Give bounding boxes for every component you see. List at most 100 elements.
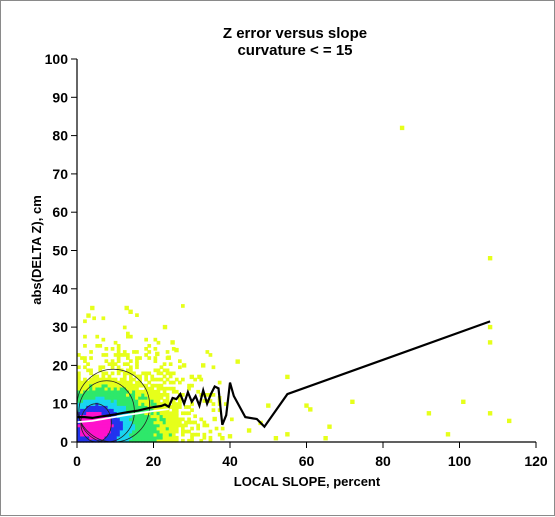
density-cell bbox=[113, 429, 118, 434]
density-cell bbox=[126, 393, 130, 397]
density-cell bbox=[104, 389, 109, 394]
density-cell bbox=[116, 393, 121, 397]
x-tick-label: 60 bbox=[299, 453, 315, 469]
density-cell bbox=[126, 432, 130, 437]
density-cell bbox=[95, 429, 100, 434]
density-cell bbox=[122, 396, 127, 400]
density-cell bbox=[129, 396, 133, 400]
density-cell bbox=[141, 399, 145, 403]
density-cell bbox=[150, 408, 155, 412]
density-cell bbox=[80, 399, 84, 403]
density-cell bbox=[217, 380, 222, 385]
density-cell bbox=[202, 435, 207, 440]
density-cell bbox=[156, 393, 161, 397]
density-cell bbox=[80, 405, 84, 409]
density-cell bbox=[101, 399, 106, 403]
density-cell bbox=[178, 420, 182, 425]
density-cell bbox=[165, 426, 170, 431]
density-cell bbox=[187, 438, 191, 443]
density-cell bbox=[162, 399, 167, 403]
density-cell bbox=[98, 399, 103, 403]
density-cell bbox=[80, 411, 84, 416]
outlier-point bbox=[304, 403, 309, 408]
density-cell bbox=[110, 396, 115, 400]
y-tick-label: 20 bbox=[52, 357, 68, 373]
density-cell bbox=[95, 334, 100, 339]
density-cell bbox=[205, 393, 210, 397]
density-cell bbox=[110, 380, 115, 385]
density-cell bbox=[107, 386, 112, 391]
density-cell bbox=[129, 393, 133, 397]
density-cell bbox=[156, 389, 161, 394]
density-cell bbox=[171, 402, 176, 406]
density-cell bbox=[95, 377, 100, 382]
density-cell bbox=[144, 420, 148, 425]
density-cell bbox=[150, 420, 155, 425]
density-cell bbox=[156, 417, 161, 422]
density-cell bbox=[116, 347, 121, 351]
density-cell bbox=[83, 429, 87, 434]
density-cell bbox=[129, 429, 133, 434]
density-cell bbox=[119, 423, 124, 428]
density-cell bbox=[83, 359, 87, 363]
density-cell bbox=[190, 435, 194, 440]
density-cell bbox=[116, 420, 121, 425]
density-cell bbox=[126, 380, 130, 385]
outlier-point bbox=[197, 374, 202, 380]
density-cell bbox=[119, 402, 124, 406]
density-cell bbox=[217, 408, 222, 412]
density-cell bbox=[147, 420, 152, 425]
density-cell bbox=[150, 374, 155, 379]
density-cell bbox=[98, 389, 103, 394]
density-cell bbox=[159, 432, 164, 437]
density-cell bbox=[116, 405, 121, 409]
density-cell bbox=[122, 380, 127, 385]
density-cell bbox=[83, 377, 87, 382]
density-cell bbox=[144, 371, 148, 376]
outlier-point bbox=[426, 411, 432, 416]
density-cell bbox=[107, 426, 112, 431]
density-cell bbox=[171, 438, 176, 443]
density-cell bbox=[174, 417, 179, 422]
density-cell bbox=[156, 368, 161, 373]
density-cell bbox=[92, 423, 96, 428]
density-cell bbox=[116, 353, 121, 357]
density-cell bbox=[122, 325, 127, 330]
density-cell bbox=[171, 417, 176, 422]
density-cell bbox=[187, 411, 191, 416]
density-heatmap bbox=[77, 304, 234, 443]
density-cell bbox=[80, 426, 84, 431]
density-cell bbox=[135, 386, 139, 391]
chart-title: Z error versus slope bbox=[223, 25, 367, 42]
density-cell bbox=[95, 393, 100, 397]
density-cell bbox=[92, 435, 96, 440]
density-cell bbox=[98, 420, 103, 425]
density-cell bbox=[171, 408, 176, 412]
density-cell bbox=[89, 426, 93, 431]
density-cell bbox=[101, 396, 106, 400]
density-cell bbox=[101, 374, 106, 379]
outlier-point bbox=[220, 436, 225, 441]
density-cell bbox=[150, 438, 155, 443]
density-cell bbox=[141, 396, 145, 400]
density-cell bbox=[126, 435, 130, 440]
density-cell bbox=[150, 432, 155, 437]
density-cell bbox=[159, 393, 164, 397]
density-cell bbox=[144, 377, 148, 382]
density-cell bbox=[178, 396, 182, 400]
density-cell bbox=[126, 356, 130, 360]
density-cell bbox=[129, 383, 133, 388]
density-cell bbox=[132, 429, 136, 434]
density-cell bbox=[168, 386, 173, 391]
density-cell bbox=[141, 423, 145, 428]
density-cell bbox=[83, 383, 87, 388]
outlier-point bbox=[487, 256, 493, 261]
density-cell bbox=[184, 405, 188, 409]
density-cell bbox=[153, 402, 158, 406]
density-cell bbox=[181, 426, 185, 431]
density-cell bbox=[187, 386, 191, 391]
density-cell bbox=[80, 389, 84, 394]
density-cell bbox=[104, 426, 109, 431]
density-cell bbox=[162, 432, 167, 437]
density-cell bbox=[126, 405, 130, 409]
